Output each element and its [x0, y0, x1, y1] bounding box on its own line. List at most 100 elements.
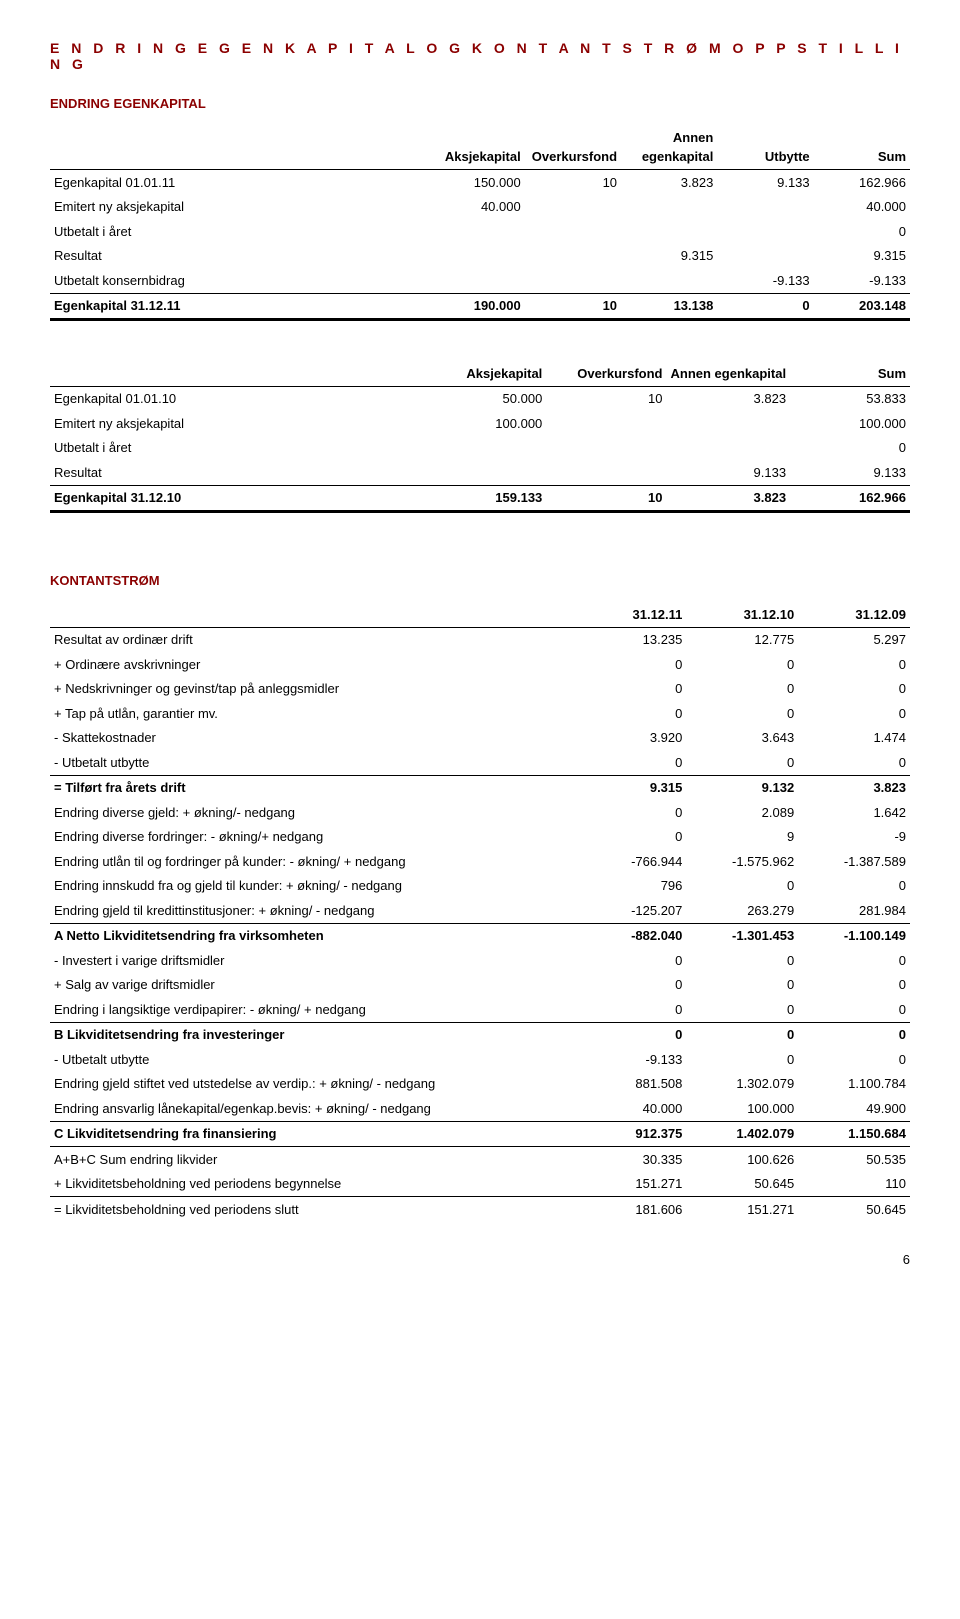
table-row: Endring ansvarlig lånekapital/egenkap.be…: [50, 1096, 910, 1121]
table-row: A+B+C Sum endring likvider30.335100.6265…: [50, 1147, 910, 1172]
table-cell: 0: [575, 701, 687, 726]
table-cell: 1.302.079: [686, 1072, 798, 1097]
table-cell: 190.000: [428, 293, 524, 320]
table-cell: [428, 268, 524, 293]
t3-h2: 31.12.10: [686, 602, 798, 627]
table-cell: + Ordinære avskrivninger: [50, 652, 575, 677]
table-cell: 9.132: [686, 775, 798, 800]
table-cell: 3.920: [575, 726, 687, 751]
table-cell: - Investert i varige driftsmidler: [50, 948, 575, 973]
table-cell: 0: [575, 973, 687, 998]
table-cell: [546, 436, 666, 461]
table-cell: 9.133: [790, 460, 910, 485]
table-cell: [546, 460, 666, 485]
table-cell: 0: [575, 677, 687, 702]
table-cell: -1.100.149: [798, 923, 910, 948]
table-cell: 3.823: [666, 386, 790, 411]
table-cell: 12.775: [686, 627, 798, 652]
table-cell: 0: [798, 652, 910, 677]
table-cell: 0: [575, 948, 687, 973]
table-cell: C Likviditetsendring fra finansiering: [50, 1121, 575, 1147]
table-row: = Likviditetsbeholdning ved periodens sl…: [50, 1197, 910, 1222]
table-cell: -125.207: [575, 898, 687, 923]
table-cell: + Likviditetsbeholdning ved periodens be…: [50, 1172, 575, 1197]
table-cell: 0: [814, 219, 910, 244]
table-cell: 0: [686, 874, 798, 899]
table-cell: 5.297: [798, 627, 910, 652]
table-cell: Resultat: [50, 460, 426, 485]
table-cell: Endring i langsiktige verdipapirer: - øk…: [50, 997, 575, 1022]
table-cell: 110: [798, 1172, 910, 1197]
table-cell: 0: [686, 701, 798, 726]
table-cell: 0: [686, 652, 798, 677]
table-cell: [621, 268, 717, 293]
table-cell: [428, 219, 524, 244]
table-cell: 40.000: [575, 1096, 687, 1121]
table-cell: -9.133: [814, 268, 910, 293]
table-cell: 881.508: [575, 1072, 687, 1097]
table-cell: -1.575.962: [686, 849, 798, 874]
table-cell: Endring innskudd fra og gjeld til kunder…: [50, 874, 575, 899]
table-cell: 151.271: [686, 1197, 798, 1222]
table-row: + Salg av varige driftsmidler000: [50, 973, 910, 998]
equity-change-table-2: Aksjekapital Overkursfond Annen egenkapi…: [50, 361, 910, 513]
t2-h2: Overkursfond: [546, 361, 666, 386]
table-cell: 0: [686, 948, 798, 973]
table-cell: 50.535: [798, 1147, 910, 1172]
table-cell: 50.645: [798, 1197, 910, 1222]
table-cell: [717, 219, 813, 244]
table-cell: Egenkapital 31.12.11: [50, 293, 428, 320]
table-row: - Skattekostnader3.9203.6431.474: [50, 726, 910, 751]
table-cell: - Utbetalt utbytte: [50, 1047, 575, 1072]
table-cell: 0: [686, 677, 798, 702]
table-cell: 40.000: [428, 195, 524, 220]
table-cell: Endring diverse gjeld: + økning/- nedgan…: [50, 800, 575, 825]
table-cell: 263.279: [686, 898, 798, 923]
t3-h1: 31.12.11: [575, 602, 687, 627]
table-cell: 3.643: [686, 726, 798, 751]
table-row: + Nedskrivninger og gevinst/tap på anleg…: [50, 677, 910, 702]
table-cell: 159.133: [426, 485, 546, 512]
table-cell: [717, 195, 813, 220]
table-row: Utbetalt i året0: [50, 436, 910, 461]
table-cell: -882.040: [575, 923, 687, 948]
t2-h3: Annen egenkapital: [666, 361, 790, 386]
table-row: Egenkapital 01.01.1050.000103.82353.833: [50, 386, 910, 411]
table-cell: - Skattekostnader: [50, 726, 575, 751]
t2-h4: Sum: [790, 361, 910, 386]
table-cell: 0: [717, 293, 813, 320]
table-cell: [666, 411, 790, 436]
table-cell: 796: [575, 874, 687, 899]
table-cell: 53.833: [790, 386, 910, 411]
table-cell: Endring gjeld til kredittinstitusjoner: …: [50, 898, 575, 923]
table-cell: 100.000: [426, 411, 546, 436]
table-cell: 0: [798, 948, 910, 973]
table-cell: -9.133: [575, 1047, 687, 1072]
table-cell: 49.900: [798, 1096, 910, 1121]
table-cell: [621, 219, 717, 244]
table-row: Emitert ny aksjekapital40.00040.000: [50, 195, 910, 220]
table-cell: 0: [798, 1022, 910, 1047]
table-cell: [428, 244, 524, 269]
table-cell: [525, 244, 621, 269]
table-cell: 10: [546, 485, 666, 512]
table-cell: + Salg av varige driftsmidler: [50, 973, 575, 998]
t1-h4: Utbytte: [717, 125, 813, 170]
table-row: + Likviditetsbeholdning ved periodens be…: [50, 1172, 910, 1197]
table-row: B Likviditetsendring fra investeringer00…: [50, 1022, 910, 1047]
table-cell: 9.315: [575, 775, 687, 800]
table-cell: 912.375: [575, 1121, 687, 1147]
table-cell: -9.133: [717, 268, 813, 293]
table-cell: + Nedskrivninger og gevinst/tap på anleg…: [50, 677, 575, 702]
table-cell: 1.100.784: [798, 1072, 910, 1097]
table-row: Endring diverse gjeld: + økning/- nedgan…: [50, 800, 910, 825]
t1-h5: Sum: [814, 125, 910, 170]
table-cell: 0: [575, 997, 687, 1022]
table-cell: Emitert ny aksjekapital: [50, 195, 428, 220]
table-cell: Utbetalt konsernbidrag: [50, 268, 428, 293]
table-row: Endring utlån til og fordringer på kunde…: [50, 849, 910, 874]
table-cell: 9: [686, 825, 798, 850]
page-number: 6: [50, 1252, 910, 1267]
table-cell: 0: [575, 825, 687, 850]
table-cell: 0: [686, 750, 798, 775]
